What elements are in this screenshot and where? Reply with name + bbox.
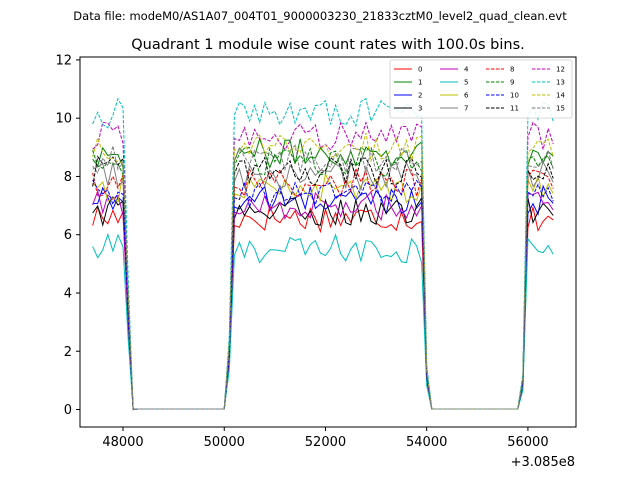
legend-label-8: 8 xyxy=(510,66,514,74)
y-tick-label: 6 xyxy=(64,228,72,243)
y-tick-label: 0 xyxy=(64,403,72,418)
x-tick-label: 48000 xyxy=(102,435,143,450)
series-line-10 xyxy=(92,179,554,411)
legend-label-14: 14 xyxy=(556,92,565,100)
legend-label-5: 5 xyxy=(464,79,468,87)
legend-label-9: 9 xyxy=(510,79,514,87)
y-tick-label: 10 xyxy=(55,112,72,127)
legend-label-15: 15 xyxy=(556,105,565,113)
legend-label-12: 12 xyxy=(556,66,565,74)
y-tick-label: 2 xyxy=(64,345,72,360)
legend-label-6: 6 xyxy=(464,92,469,100)
x-axis-offset-label: +3.085e8 xyxy=(511,455,575,470)
legend-label-4: 4 xyxy=(464,66,469,74)
legend-label-7: 7 xyxy=(464,105,468,113)
legend-label-0: 0 xyxy=(418,66,422,74)
x-tick-label: 56000 xyxy=(507,435,548,450)
legend-box xyxy=(389,59,573,119)
y-tick-label: 12 xyxy=(55,53,72,68)
legend-label-13: 13 xyxy=(556,79,565,87)
axes-background xyxy=(80,57,576,427)
axes-frame xyxy=(79,56,577,428)
y-axis-ticks: 0 2 4 6 8 10 12 xyxy=(55,53,80,418)
legend-label-10: 10 xyxy=(510,92,519,100)
x-axis-ticks: 48000 50000 52000 54000 56000 xyxy=(102,427,549,450)
legend-label-3: 3 xyxy=(418,105,422,113)
x-tick-label: 50000 xyxy=(204,435,245,450)
series-layer xyxy=(92,97,554,411)
series-line-15 xyxy=(92,144,554,411)
legend-label-2: 2 xyxy=(418,92,422,100)
figure-suptitle: Data file: modeM0/AS1A07_004T01_90000032… xyxy=(73,9,567,23)
legend-label-1: 1 xyxy=(418,79,422,87)
chart-title: Quadrant 1 module wise count rates with … xyxy=(131,37,525,53)
y-tick-label: 4 xyxy=(64,286,72,301)
x-tick-label: 54000 xyxy=(406,435,447,450)
y-tick-label: 8 xyxy=(64,170,72,185)
x-tick-label: 52000 xyxy=(305,435,346,450)
legend-label-11: 11 xyxy=(510,105,519,113)
